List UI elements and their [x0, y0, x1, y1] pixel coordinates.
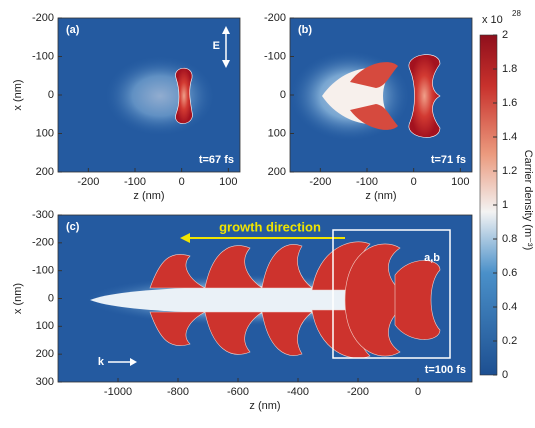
- colorbar-tick-label: 0.6: [502, 267, 517, 279]
- colorbar-tick-label: 1: [502, 199, 508, 211]
- y-tick-label: 200: [36, 348, 54, 360]
- x-tick-label: 0: [415, 386, 421, 398]
- y-tick-label: -200: [32, 12, 54, 24]
- growth-label: growth direction: [219, 219, 321, 234]
- y-tick-label: -200: [264, 12, 286, 24]
- colorbar-tick-label: 2: [502, 29, 508, 41]
- k-label: k: [98, 356, 105, 368]
- y-tick-label: 0: [48, 292, 54, 304]
- y-axis-label: x (nm): [12, 79, 24, 110]
- y-tick-label: -100: [32, 50, 54, 62]
- colorbar-scale: x 10: [482, 14, 503, 26]
- x-tick-label: -400: [287, 386, 309, 398]
- heatmap-a: [58, 18, 240, 172]
- colorbar-tick-label: 1.6: [502, 97, 517, 109]
- y-tick-label: 300: [36, 376, 54, 388]
- panel-label: (b): [298, 24, 312, 36]
- annotations: [108, 26, 451, 366]
- y-tick-label: 200: [268, 166, 286, 178]
- y-axis-label: x (nm): [12, 283, 24, 314]
- y-tick-label: 100: [36, 320, 54, 332]
- colorbar-exponent: 28: [512, 9, 521, 18]
- time-label: t=71 fs: [431, 154, 466, 166]
- y-tick-label: -200: [32, 237, 54, 249]
- colorbar-tick-label: 1.8: [502, 63, 517, 75]
- x-tick-label: -800: [167, 386, 189, 398]
- y-tick-label: 100: [36, 127, 54, 139]
- colorbar-tick-label: 0.8: [502, 233, 517, 245]
- x-tick-label: -100: [356, 176, 378, 188]
- x-tick-label: 100: [219, 176, 237, 188]
- y-tick-label: 200: [36, 166, 54, 178]
- panel-label: (c): [66, 221, 80, 233]
- time-label: t=67 fs: [199, 154, 234, 166]
- box-label: a,b: [424, 252, 440, 264]
- y-tick-label: -300: [32, 209, 54, 221]
- y-tick-label: -100: [32, 265, 54, 277]
- colorbar-tick-label: 1.2: [502, 165, 517, 177]
- x-axis-label: z (nm): [249, 400, 280, 412]
- colorbar-label: Carrier density (m⁻³): [522, 150, 534, 251]
- x-tick-label: -600: [227, 386, 249, 398]
- x-axis-label: z (nm): [133, 190, 164, 202]
- heatmap-b: [290, 18, 472, 172]
- x-tick-label: -200: [309, 176, 331, 188]
- x-tick-label: -200: [347, 386, 369, 398]
- x-tick-label: 100: [451, 176, 469, 188]
- x-tick-label: 0: [411, 176, 417, 188]
- colorbar-tick-label: 0: [502, 369, 508, 381]
- colorbar-tick-label: 0.4: [502, 301, 517, 313]
- panel-label: (a): [66, 24, 80, 36]
- heatmap-c: [58, 215, 472, 382]
- y-tick-label: 0: [280, 89, 286, 101]
- x-tick-label: -100: [124, 176, 146, 188]
- colorbar-tick-label: 1.4: [502, 131, 517, 143]
- x-tick-label: -1000: [104, 386, 132, 398]
- field-label: E: [213, 40, 220, 52]
- y-tick-label: -100: [264, 50, 286, 62]
- x-tick-label: 0: [179, 176, 185, 188]
- time-label: t=100 fs: [425, 364, 466, 376]
- x-tick-label: -200: [77, 176, 99, 188]
- y-tick-label: 0: [48, 89, 54, 101]
- colorbar-tick-label: 0.2: [502, 335, 517, 347]
- y-tick-label: 100: [268, 127, 286, 139]
- x-axis-label: z (nm): [365, 190, 396, 202]
